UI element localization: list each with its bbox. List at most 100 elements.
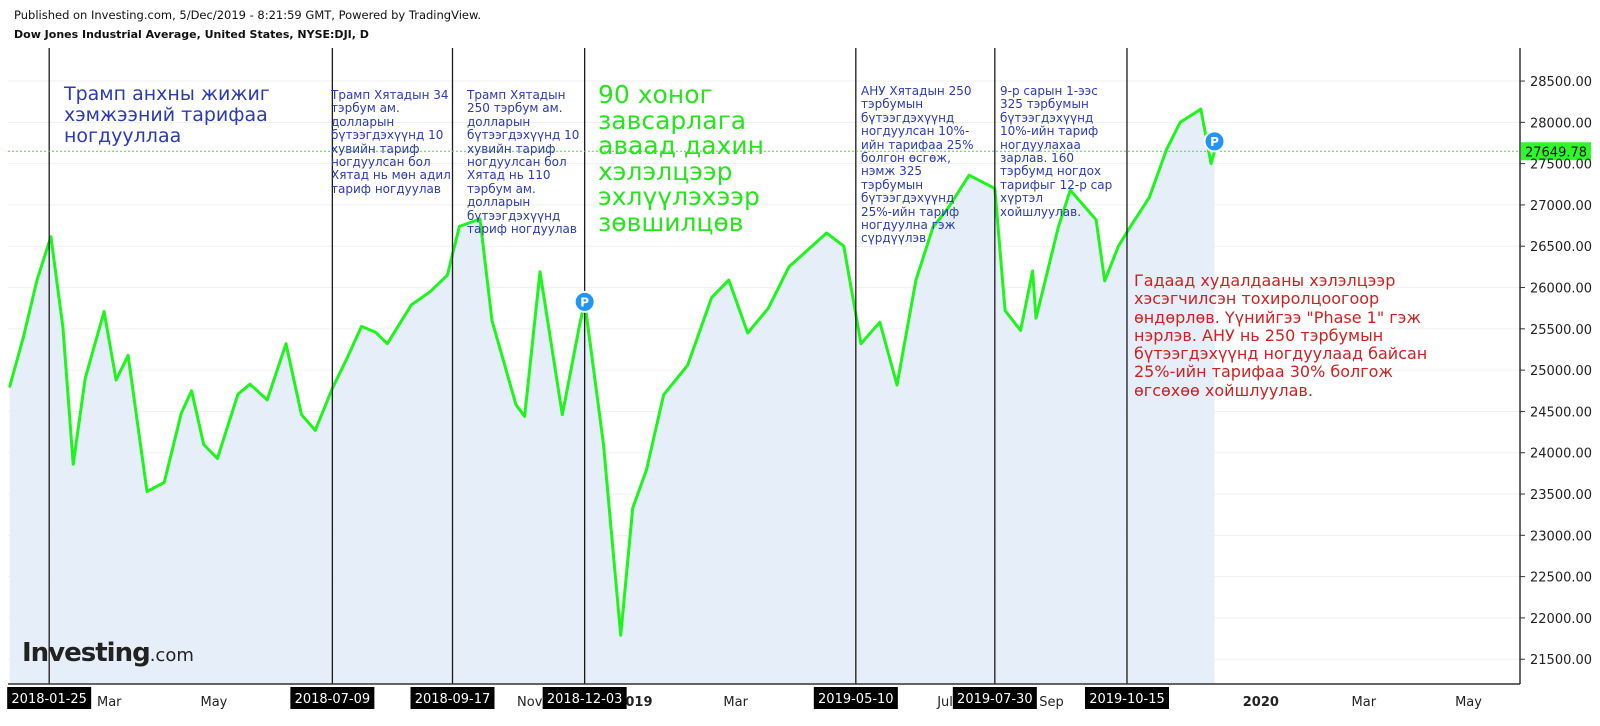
y-tick-label: 28500.00 [1530, 75, 1592, 90]
data-point [1199, 107, 1202, 111]
y-tick-label: 23000.00 [1530, 529, 1592, 544]
x-tick-label: 2020 [1243, 695, 1279, 710]
data-point [126, 354, 130, 357]
data-point [746, 331, 749, 335]
data-point [410, 303, 413, 307]
data-point [8, 385, 11, 388]
data-point [180, 411, 183, 415]
data-point [84, 377, 87, 380]
event-date-label: 2018-07-09 [295, 692, 371, 707]
event-date-box [410, 687, 495, 709]
data-point [523, 415, 526, 418]
data-point [314, 429, 317, 432]
event-marker-label: P [1210, 135, 1219, 149]
data-point [947, 206, 950, 209]
x-tick-label: May [1455, 695, 1482, 710]
data-point [216, 457, 219, 460]
y-tick-label: 27000.00 [1530, 199, 1592, 214]
data-point [967, 174, 971, 177]
published-info: Published on Investing.com, 5/Dec/2019 -… [14, 8, 481, 22]
y-tick-label: 26500.00 [1530, 240, 1592, 255]
event-marker[interactable] [573, 290, 596, 313]
y-tick-label: 25500.00 [1530, 323, 1592, 338]
event-date-box [290, 687, 375, 709]
data-point [1057, 226, 1060, 229]
data-point [578, 324, 581, 327]
data-point [114, 378, 118, 382]
x-tick-label: May [201, 695, 228, 710]
data-point [458, 225, 461, 228]
y-tick-label: 27500.00 [1530, 158, 1592, 173]
data-point [631, 506, 634, 510]
data-point [645, 468, 648, 472]
data-point [1094, 218, 1098, 222]
data-point [248, 382, 252, 386]
data-point [61, 325, 65, 329]
y-tick-label: 21500.00 [1530, 653, 1592, 668]
data-point [931, 226, 935, 229]
data-point [1148, 196, 1151, 199]
y-tick-label: 26000.00 [1530, 282, 1592, 297]
x-tick-label: Mar [97, 695, 122, 710]
data-point [360, 325, 363, 328]
annotation-34bn-tariff: Трамп Хятадын 34 тэрбум ам. долларын бүт… [331, 88, 451, 196]
current-price-badge [1521, 142, 1591, 161]
event-date-box [1084, 687, 1169, 709]
y-tick-label: 22500.00 [1530, 571, 1592, 586]
data-point [842, 245, 846, 248]
series-line[interactable] [8, 107, 1216, 637]
event-date-box [542, 687, 627, 709]
event-date-label: 2019-05-10 [818, 692, 894, 707]
data-point [102, 310, 106, 313]
data-point [767, 306, 770, 310]
data-point [1031, 269, 1034, 273]
data-point [878, 321, 882, 324]
x-tick-label: Sep [1039, 695, 1064, 710]
data-point [686, 363, 689, 367]
data-point [35, 278, 39, 281]
y-tick-label: 22000.00 [1530, 612, 1592, 627]
data-point [1019, 329, 1022, 332]
event-marker[interactable] [1203, 130, 1226, 153]
data-point [727, 278, 731, 282]
data-point [1103, 279, 1106, 283]
event-date-label: 2018-12-03 [547, 692, 623, 707]
data-point [619, 634, 622, 637]
instrument-title: Dow Jones Industrial Average, United Sta… [14, 28, 369, 41]
y-tick-label: 28000.00 [1530, 116, 1592, 131]
data-point [22, 335, 25, 339]
y-tick-label: 23500.00 [1530, 488, 1592, 503]
data-point [710, 296, 713, 299]
data-point [662, 393, 665, 397]
current-price-label: 27649.78 [1525, 145, 1587, 160]
data-point [561, 413, 564, 416]
investing-logo: Investing.com [22, 638, 194, 668]
y-tick-label: 24500.00 [1530, 405, 1592, 420]
data-point [284, 342, 288, 345]
data-point [514, 403, 518, 407]
data-point [825, 231, 828, 235]
y-tick-label: 25000.00 [1530, 364, 1592, 379]
data-point [374, 330, 377, 334]
x-tick-label: Mar [1352, 695, 1377, 710]
data-point [602, 443, 605, 446]
data-point [914, 278, 918, 282]
event-date-label: 2019-07-30 [957, 692, 1033, 707]
data-point [236, 392, 240, 396]
event-date-label: 2019-10-15 [1089, 692, 1165, 707]
data-point [162, 481, 166, 484]
data-point [265, 398, 269, 402]
y-tick-label: 24000.00 [1530, 447, 1592, 462]
data-point [1165, 148, 1168, 151]
annotation-90-day-truce: 90 хоног завсарлага аваад дахин хэлэлцээ… [598, 80, 764, 237]
event-marker-label: P [580, 295, 589, 309]
annotation-phase-1-deal: Гадаад худалдааны хэлэлцээр хэсэгчилсэн … [1134, 271, 1428, 400]
data-point [787, 265, 791, 269]
x-tick-label: Jul [936, 695, 953, 710]
series-area [9, 109, 1215, 685]
x-tick-label: Nov [517, 695, 543, 710]
data-point [300, 413, 303, 416]
logo-wordmark: Investing [22, 638, 151, 668]
event-date-box [813, 687, 898, 709]
